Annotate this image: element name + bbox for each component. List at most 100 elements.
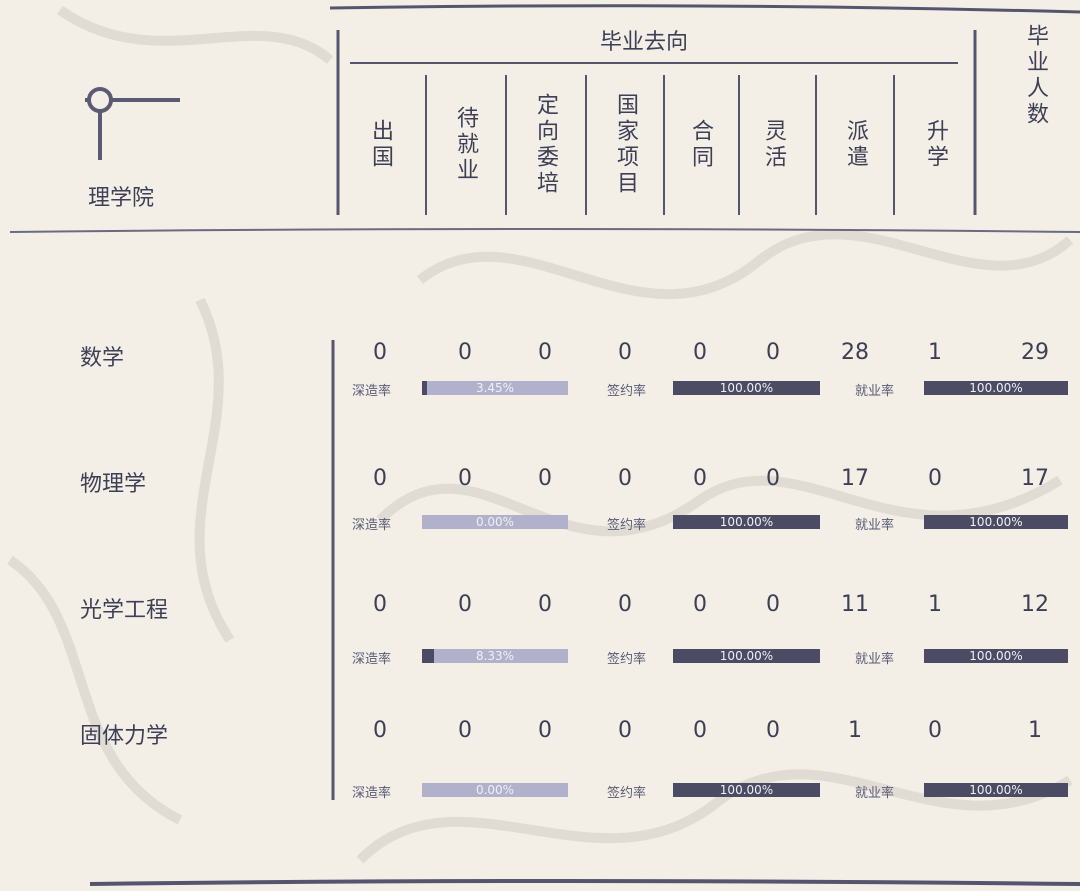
rate-label: 签约率 (607, 518, 647, 533)
cell-value: 0 (693, 718, 707, 743)
cell-value: 0 (693, 592, 707, 617)
rate-bar: 0.00% (422, 783, 568, 797)
rate-fill (673, 515, 820, 529)
cell-value: 1 (928, 340, 942, 365)
cell-value: 17 (841, 466, 869, 491)
cell-value: 28 (841, 340, 869, 365)
rate-label: 深造率 (352, 384, 392, 399)
column-header: 合同 (688, 119, 713, 171)
cell-value: 0 (928, 466, 942, 491)
cell-value: 0 (618, 592, 632, 617)
cell-value: 0 (373, 340, 387, 365)
rate-label: 就业率 (855, 786, 895, 801)
rate-value: 100.00% (969, 515, 1023, 529)
rate-fill (924, 783, 1068, 797)
cell-value: 0 (458, 592, 472, 617)
rate-label: 就业率 (855, 384, 895, 399)
cell-value: 0 (538, 466, 552, 491)
cell-value: 0 (766, 718, 780, 743)
cell-value: 0 (538, 592, 552, 617)
rate-label: 签约率 (607, 384, 647, 399)
rate-bar: 100.00% (924, 381, 1068, 395)
cell-value: 0 (618, 340, 632, 365)
cell-value: 0 (693, 340, 707, 365)
cell-value: 0 (693, 466, 707, 491)
cell-value: 0 (373, 592, 387, 617)
cell-value: 0 (618, 466, 632, 491)
rate-fill (924, 381, 1068, 395)
cell-value: 0 (458, 718, 472, 743)
column-header: 灵活 (761, 119, 786, 171)
rate-value: 8.33% (475, 649, 515, 663)
rate-fill (673, 381, 820, 395)
rate-fill (422, 381, 428, 395)
column-header: 派遣 (843, 119, 868, 171)
rate-label: 就业率 (855, 518, 895, 533)
rate-bar: 3.45% (422, 381, 568, 395)
column-separator (585, 75, 587, 215)
rate-fill (422, 649, 435, 663)
rate-fill (673, 649, 820, 663)
rate-value: 100.00% (969, 381, 1023, 395)
column-header: 定向委培 (533, 93, 558, 197)
column-separator (505, 75, 507, 215)
cell-value: 29 (1021, 340, 1049, 365)
cell-value: 17 (1021, 466, 1049, 491)
group-header: 毕业去向 (600, 30, 689, 55)
rate-bar: 100.00% (673, 515, 820, 529)
cell-value: 0 (458, 340, 472, 365)
cell-value: 1 (928, 592, 942, 617)
column-separator (815, 75, 817, 215)
rate-fill (924, 649, 1068, 663)
rate-label: 深造率 (352, 786, 392, 801)
rate-label: 深造率 (352, 518, 392, 533)
rate-bar: 8.33% (422, 649, 568, 663)
column-header: 待就业 (453, 106, 478, 184)
rate-value: 100.00% (719, 515, 774, 529)
column-header: 出国 (368, 119, 393, 171)
rate-value: 100.00% (719, 783, 774, 797)
cell-value: 0 (928, 718, 942, 743)
cell-value: 1 (848, 718, 862, 743)
cell-value: 0 (766, 592, 780, 617)
rate-value: 0.00% (475, 783, 515, 797)
rate-label: 签约率 (607, 786, 647, 801)
rate-bar: 100.00% (673, 783, 820, 797)
total-header: 毕业人数 (1023, 24, 1048, 128)
cell-value: 0 (373, 466, 387, 491)
rate-bar: 100.00% (924, 783, 1068, 797)
cell-value: 0 (538, 718, 552, 743)
cell-value: 0 (458, 466, 472, 491)
rate-value: 100.00% (719, 381, 774, 395)
row-name: 固体力学 (80, 724, 169, 749)
rate-value: 100.00% (969, 649, 1023, 663)
cell-value: 0 (373, 718, 387, 743)
rate-value: 100.00% (969, 783, 1023, 797)
rate-value: 3.45% (475, 381, 515, 395)
column-header: 国家项目 (613, 93, 638, 197)
row-name: 物理学 (80, 472, 147, 497)
rate-label: 签约率 (607, 652, 647, 667)
rate-fill (673, 783, 820, 797)
cell-value: 0 (538, 340, 552, 365)
column-header: 升学 (923, 119, 948, 171)
cell-value: 11 (841, 592, 869, 617)
rate-value: 100.00% (719, 649, 774, 663)
cell-value: 0 (618, 718, 632, 743)
column-separator (425, 75, 427, 215)
rate-label: 就业率 (855, 652, 895, 667)
column-separator (738, 75, 740, 215)
rate-bar: 100.00% (673, 381, 820, 395)
rate-value: 0.00% (475, 515, 515, 529)
rate-bar: 100.00% (924, 515, 1068, 529)
rate-bar: 100.00% (673, 649, 820, 663)
rate-bar: 0.00% (422, 515, 568, 529)
cell-value: 12 (1021, 592, 1049, 617)
college-title: 理学院 (88, 186, 155, 211)
column-separator (893, 75, 895, 215)
cell-value: 0 (766, 340, 780, 365)
cell-value: 1 (1028, 718, 1042, 743)
column-separator (663, 75, 665, 215)
